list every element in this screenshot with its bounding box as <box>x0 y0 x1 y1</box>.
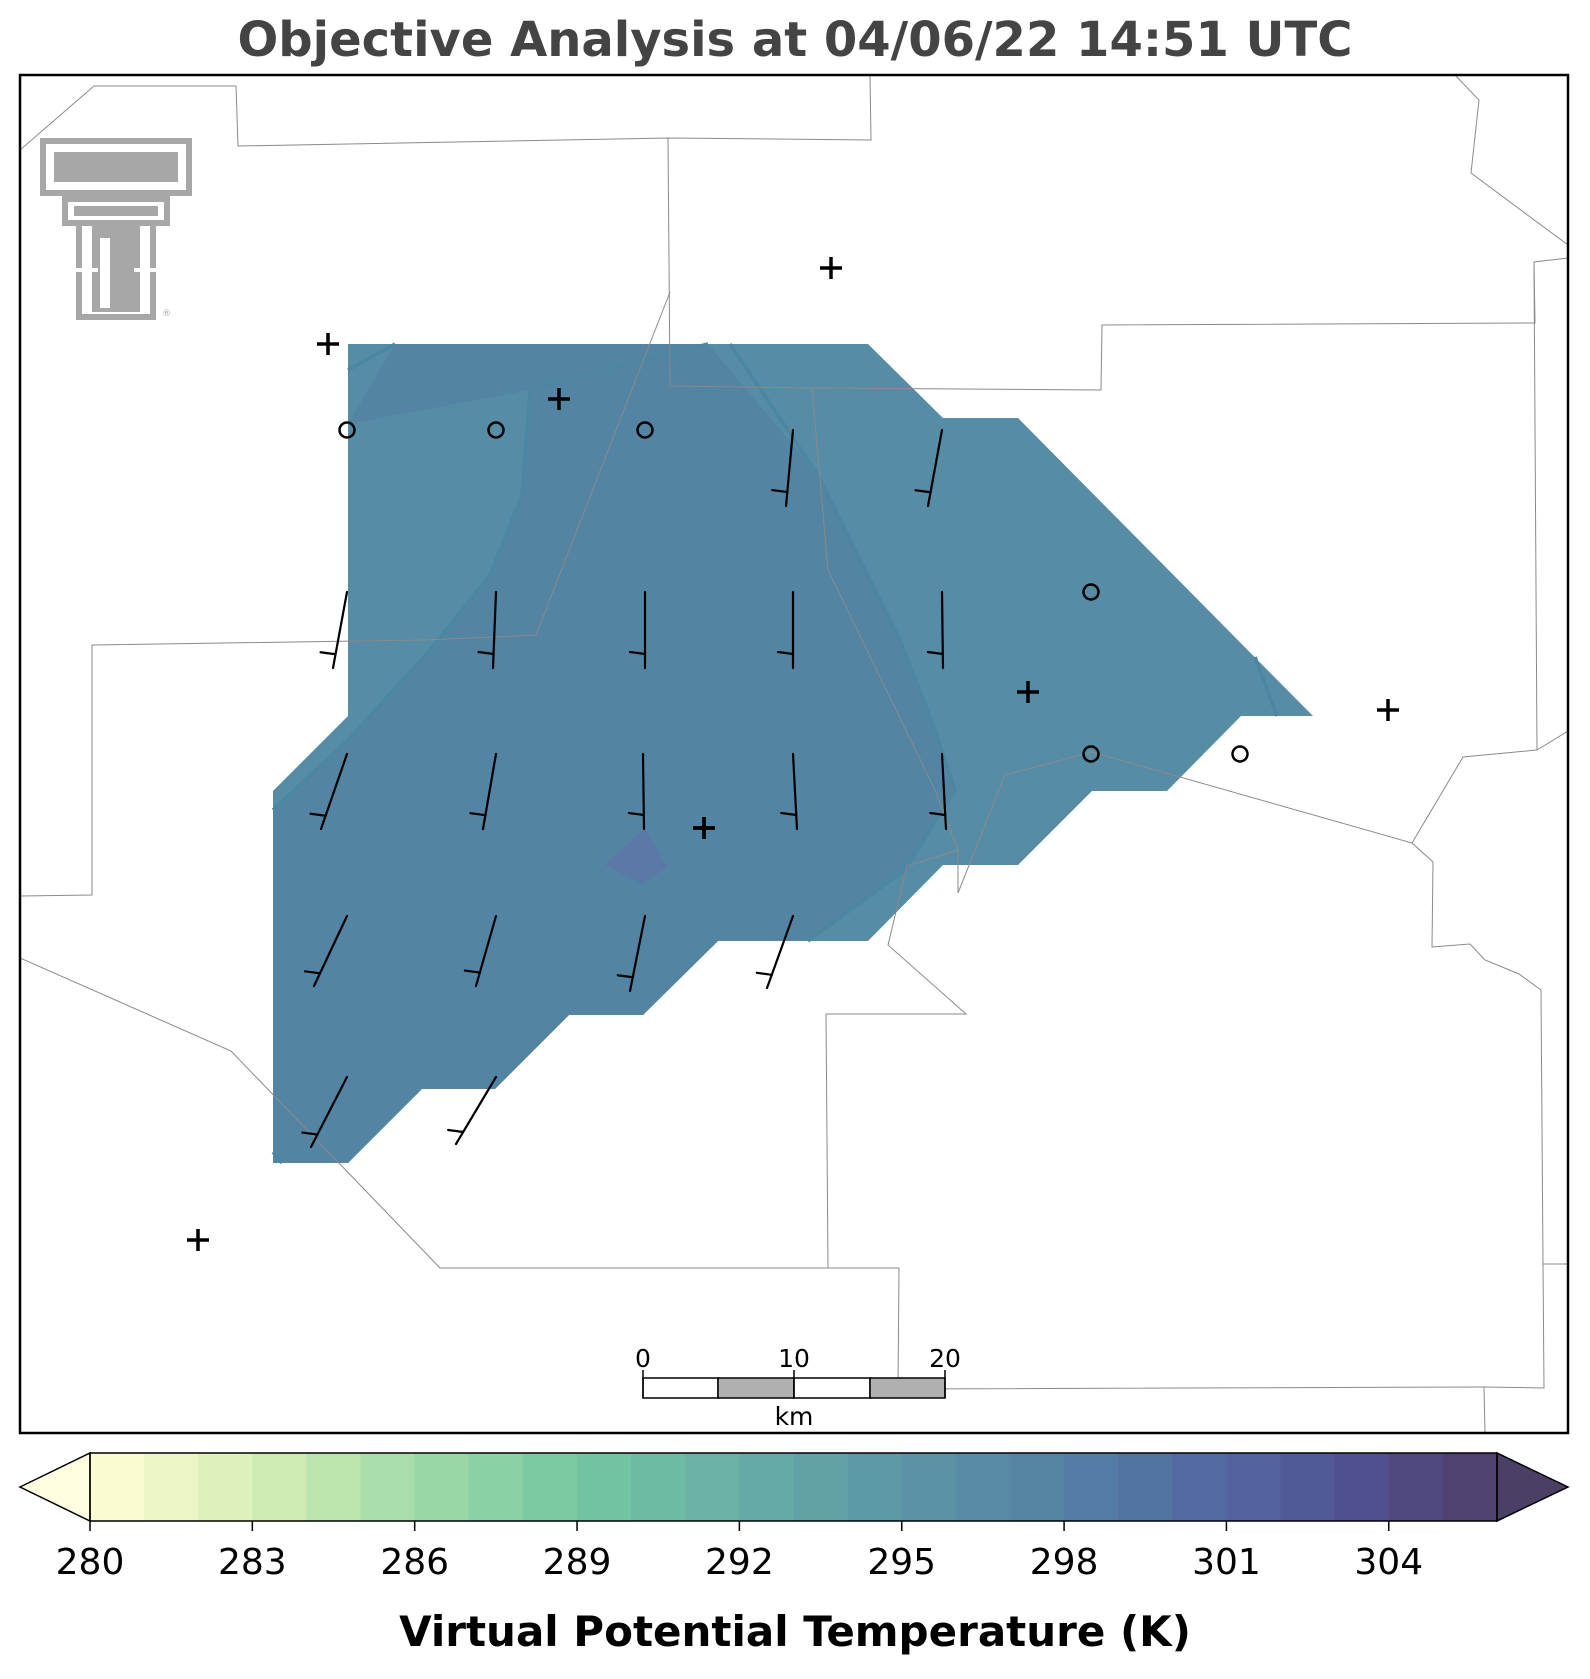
station-calm-marker <box>1082 745 1100 763</box>
station-plus-marker <box>548 388 570 410</box>
wind-barb <box>755 914 795 990</box>
scale-label-10: 10 <box>778 1344 810 1373</box>
contour-line <box>1253 656 1279 717</box>
wind-barb <box>319 590 349 670</box>
contour-fill-298 <box>605 828 667 884</box>
station-calm-markers <box>338 421 1249 763</box>
scale-label-20: 20 <box>929 1344 961 1373</box>
wind-barb <box>309 752 349 831</box>
station-plus-marker <box>820 257 842 279</box>
wind-barbs <box>301 428 948 1149</box>
contour-line <box>271 1150 284 1165</box>
station-plus-marker <box>693 817 715 839</box>
station-plus-marker <box>317 333 339 355</box>
station-calm-marker <box>487 421 505 439</box>
wind-barb <box>914 428 944 508</box>
wind-barb <box>776 590 795 670</box>
station-calm-marker <box>1082 583 1100 601</box>
station-calm-marker <box>338 421 356 439</box>
wind-barb <box>469 752 498 831</box>
station-calm-marker <box>1231 745 1249 763</box>
map-title: Objective Analysis at 04/06/22 14:51 UTC <box>237 12 1353 68</box>
station-plus-marker <box>1377 699 1399 721</box>
station-calm-marker <box>636 421 654 439</box>
map-frame <box>18 73 1570 1435</box>
contour-line <box>728 343 957 943</box>
wind-barb <box>301 1075 349 1149</box>
station-plus-marker <box>187 1229 209 1251</box>
wind-barb <box>627 752 646 831</box>
station-plus-markers <box>187 257 1399 1251</box>
wind-barb <box>929 752 948 831</box>
wind-barb <box>926 590 945 670</box>
contour-line <box>271 342 709 812</box>
scale-bar: 0 10 20 km <box>635 1344 961 1431</box>
wind-barb <box>628 590 647 670</box>
colorbar-label: Virtual Potential Temperature (K) <box>399 1607 1191 1656</box>
scale-unit: km <box>775 1402 814 1431</box>
wind-barb <box>463 914 498 988</box>
wind-barb <box>303 914 349 988</box>
wind-barb <box>616 914 647 993</box>
contour-fill-297 <box>273 344 955 1163</box>
svg-text:®: ® <box>162 309 171 319</box>
texas-tech-double-t-logo: ® <box>40 138 192 320</box>
station-plus-marker <box>1017 681 1039 703</box>
scale-label-0: 0 <box>635 1344 651 1373</box>
contour-line <box>347 342 396 372</box>
wind-barb <box>780 752 799 831</box>
wind-barb <box>477 590 498 670</box>
wind-barb <box>771 428 795 508</box>
wind-barb <box>447 1075 498 1146</box>
county-boundaries <box>20 75 1568 1433</box>
